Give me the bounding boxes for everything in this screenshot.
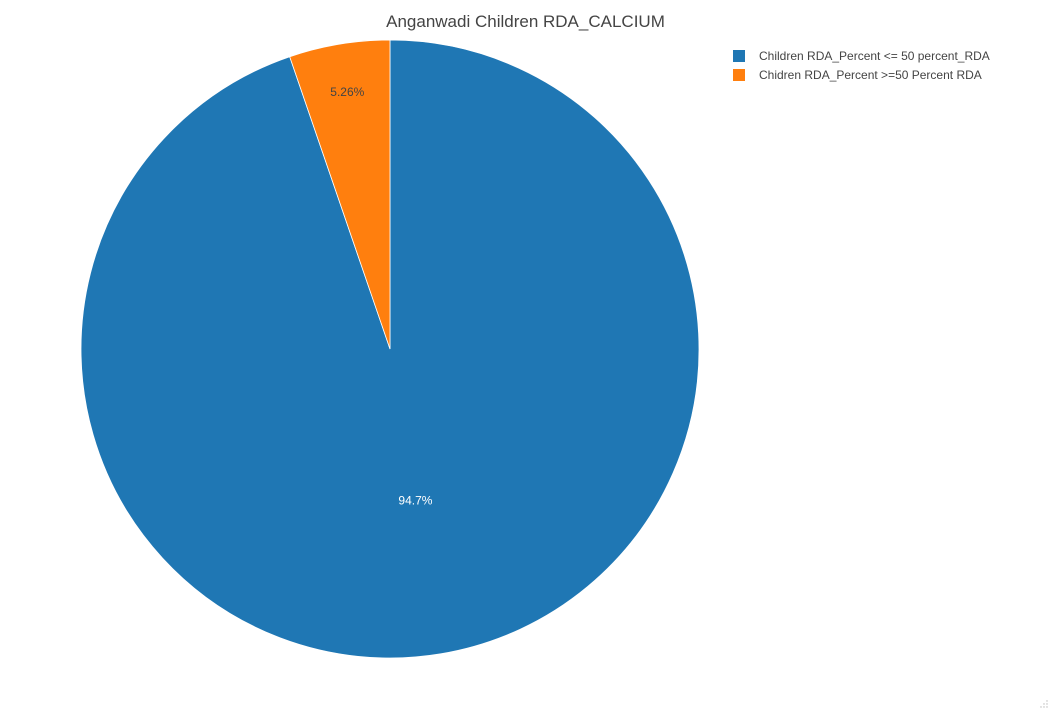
resize-grip-icon[interactable]: [1040, 700, 1048, 708]
legend-label-le-50: Children RDA_Percent <= 50 percent_RDA: [759, 48, 990, 63]
legend-item-le-50[interactable]: Children RDA_Percent <= 50 percent_RDA: [733, 46, 990, 65]
legend: Children RDA_Percent <= 50 percent_RDA C…: [733, 46, 990, 84]
legend-label-ge-50: Chidren RDA_Percent >=50 Percent RDA: [759, 67, 982, 82]
pie-slices: [80, 39, 700, 659]
legend-item-ge-50[interactable]: Chidren RDA_Percent >=50 Percent RDA: [733, 65, 990, 84]
pie-slice-labels: 94.7% 5.26%: [330, 85, 432, 507]
pie-slice-1[interactable]: [289, 39, 391, 350]
pie-slice-label-0: 94.7%: [398, 494, 432, 508]
legend-swatch-le-50: [733, 49, 745, 62]
chart-title: Anganwadi Children RDA_CALCIUM: [386, 12, 665, 31]
pie-slice-label-1: 5.26%: [330, 85, 364, 99]
legend-swatch-ge-50: [733, 68, 745, 81]
